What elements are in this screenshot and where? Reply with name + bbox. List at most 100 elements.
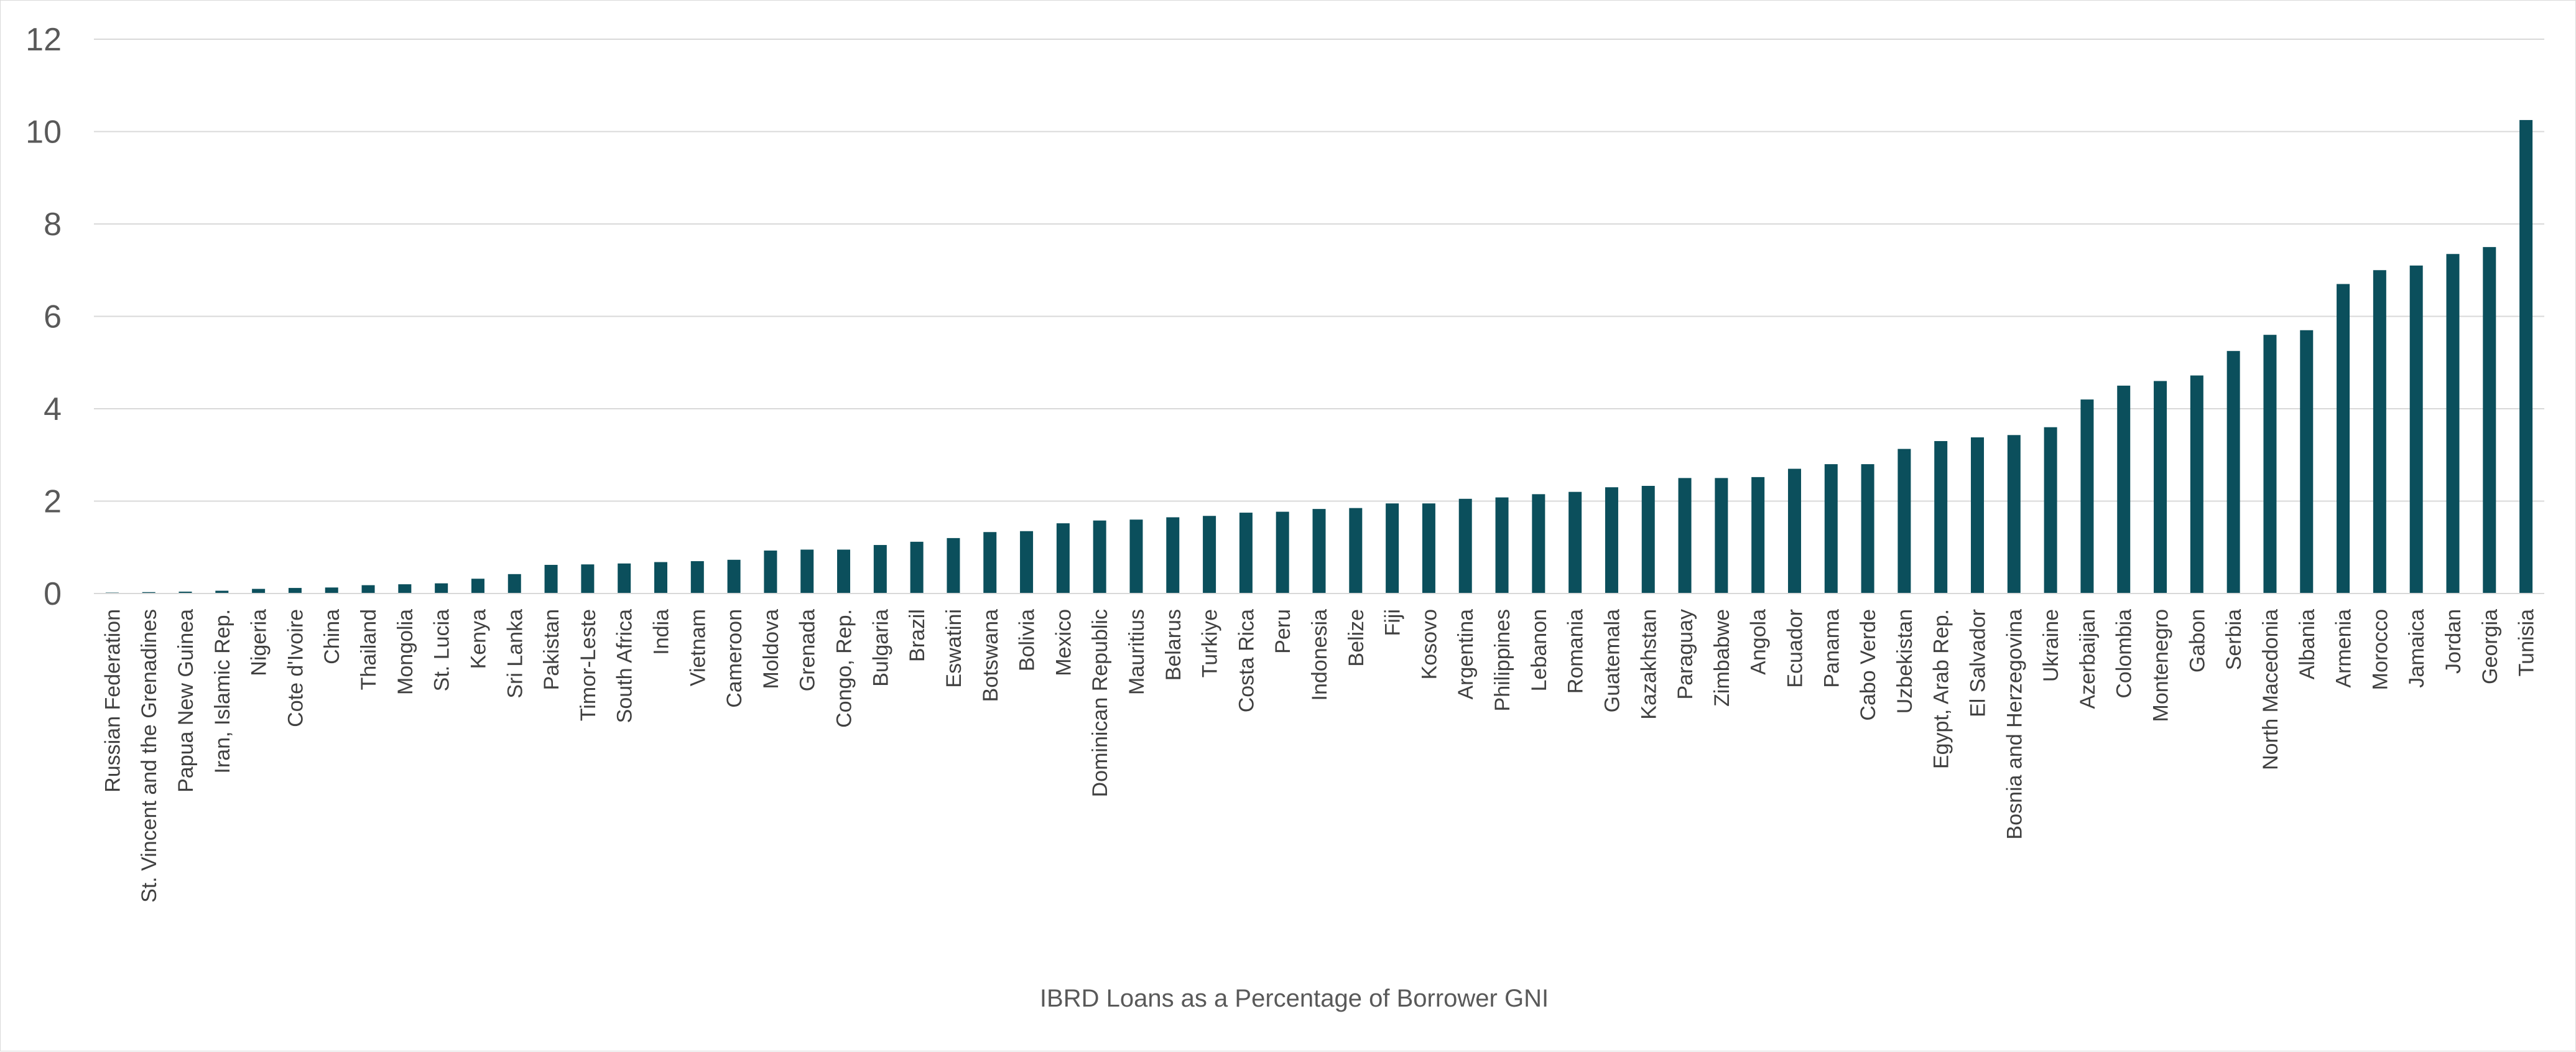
x-category-label: Kosovo bbox=[1417, 609, 1441, 679]
x-category-label: St. Lucia bbox=[430, 609, 454, 691]
bar bbox=[1312, 509, 1326, 593]
bar bbox=[764, 550, 777, 593]
bar bbox=[178, 592, 192, 593]
gridlines bbox=[94, 39, 2544, 502]
x-category-label: Timor-Leste bbox=[577, 609, 600, 721]
bar bbox=[1386, 503, 1399, 593]
bar bbox=[910, 541, 924, 593]
bar bbox=[1568, 491, 1582, 593]
bar bbox=[2300, 330, 2314, 593]
x-category-label: Mexico bbox=[1052, 609, 1075, 676]
bar bbox=[325, 587, 338, 593]
x-category-label: Belize bbox=[1345, 609, 1368, 667]
bar bbox=[1020, 531, 1034, 593]
bar bbox=[690, 561, 704, 593]
bar bbox=[1971, 437, 1985, 593]
bar bbox=[2409, 265, 2423, 594]
bar bbox=[2337, 284, 2350, 593]
bar bbox=[2373, 270, 2386, 593]
x-category-label: Thailand bbox=[357, 609, 381, 690]
y-tick-label: 6 bbox=[44, 299, 62, 335]
bar bbox=[1129, 519, 1143, 593]
bar bbox=[2044, 427, 2057, 593]
bar bbox=[1751, 477, 1765, 593]
x-category-label: Papua New Guinea bbox=[174, 609, 198, 793]
x-category-label: Philippines bbox=[1491, 609, 1514, 711]
bar bbox=[618, 563, 631, 593]
bar bbox=[1203, 516, 1216, 593]
x-category-label: Nigeria bbox=[248, 609, 271, 676]
bar bbox=[1349, 508, 1363, 593]
bar bbox=[2483, 247, 2496, 594]
x-category-label: India bbox=[649, 609, 673, 655]
bar bbox=[361, 585, 375, 593]
x-category-label: Argentina bbox=[1454, 609, 1478, 700]
x-category-label: Guatemala bbox=[1600, 609, 1624, 712]
x-category-label: Kazakhstan bbox=[1637, 609, 1661, 720]
bar bbox=[1422, 503, 1435, 593]
bar bbox=[544, 564, 558, 593]
x-category-label: Tunisia bbox=[2515, 609, 2539, 676]
x-category-label: Moldova bbox=[759, 609, 783, 689]
y-tick-label: 0 bbox=[44, 576, 62, 612]
x-category-label: Panama bbox=[1820, 609, 1843, 688]
x-category-label: Serbia bbox=[2222, 609, 2246, 670]
x-category-label: Romania bbox=[1564, 609, 1588, 694]
x-category-label: Egypt, Arab Rep. bbox=[1930, 609, 1953, 769]
x-category-label: Bolivia bbox=[1016, 609, 1039, 671]
x-category-label: Peru bbox=[1271, 609, 1295, 654]
bar bbox=[727, 559, 741, 593]
x-category-label: Grenada bbox=[796, 609, 820, 691]
bars bbox=[105, 119, 2533, 594]
bar bbox=[1056, 523, 1070, 593]
x-category-label: Congo, Rep. bbox=[833, 609, 856, 728]
x-category-label: Belarus bbox=[1162, 609, 1185, 681]
x-category-label: Mauritius bbox=[1125, 609, 1149, 695]
x-category-label: Lebanon bbox=[1527, 609, 1551, 691]
x-category-label: El Salvador bbox=[1967, 609, 1990, 717]
bar bbox=[2263, 335, 2277, 593]
bar bbox=[581, 564, 595, 593]
x-category-label: Albania bbox=[2296, 609, 2319, 680]
x-category-label: Costa Rica bbox=[1235, 609, 1258, 712]
x-category-label: St. Vincent and the Grenadines bbox=[137, 609, 161, 903]
bar bbox=[2117, 385, 2131, 594]
bar bbox=[2226, 351, 2240, 593]
x-category-label: Morocco bbox=[2368, 609, 2392, 690]
x-category-label: Jamaica bbox=[2405, 609, 2429, 688]
x-category-label: Cote d'Ivoire bbox=[284, 609, 307, 727]
x-axis-title: IBRD Loans as a Percentage of Borrower G… bbox=[1040, 985, 1549, 1012]
bar bbox=[1239, 513, 1253, 593]
bar bbox=[1166, 517, 1180, 593]
x-category-label: Armenia bbox=[2332, 609, 2356, 688]
x-category-label: Eswatini bbox=[942, 609, 966, 688]
x-category-label: Sri Lanka bbox=[503, 609, 527, 699]
x-category-label: Turkiye bbox=[1198, 609, 1222, 677]
x-category-label: Bosnia and Herzegovina bbox=[2003, 609, 2026, 840]
x-category-label: Fiji bbox=[1381, 609, 1405, 636]
bar bbox=[398, 584, 412, 593]
x-category-label: Iran, Islamic Rep. bbox=[211, 609, 234, 774]
x-category-label: Azerbaijan bbox=[2076, 609, 2100, 709]
bar bbox=[1824, 464, 1838, 593]
x-category-label: Uzbekistan bbox=[1893, 609, 1917, 714]
x-category-label: South Africa bbox=[613, 609, 637, 723]
x-category-label: Montenegro bbox=[2149, 609, 2173, 722]
x-category-label: Colombia bbox=[2113, 609, 2136, 699]
bar bbox=[1861, 464, 1874, 593]
x-category-label: Jordan bbox=[2442, 609, 2465, 674]
y-tick-label: 2 bbox=[44, 484, 62, 520]
bar bbox=[800, 549, 814, 593]
x-category-label: Russian Federation bbox=[101, 609, 124, 793]
bar bbox=[2446, 254, 2460, 593]
bar bbox=[435, 583, 448, 593]
bar bbox=[1678, 478, 1692, 594]
y-tick-label: 12 bbox=[25, 22, 62, 58]
bar bbox=[142, 592, 155, 593]
bar bbox=[2154, 381, 2167, 593]
x-category-label: Cabo Verde bbox=[1856, 609, 1880, 721]
x-category-label: Ecuador bbox=[1783, 609, 1807, 688]
x-category-label: Paraguay bbox=[1674, 609, 1697, 700]
bar bbox=[1532, 494, 1545, 593]
